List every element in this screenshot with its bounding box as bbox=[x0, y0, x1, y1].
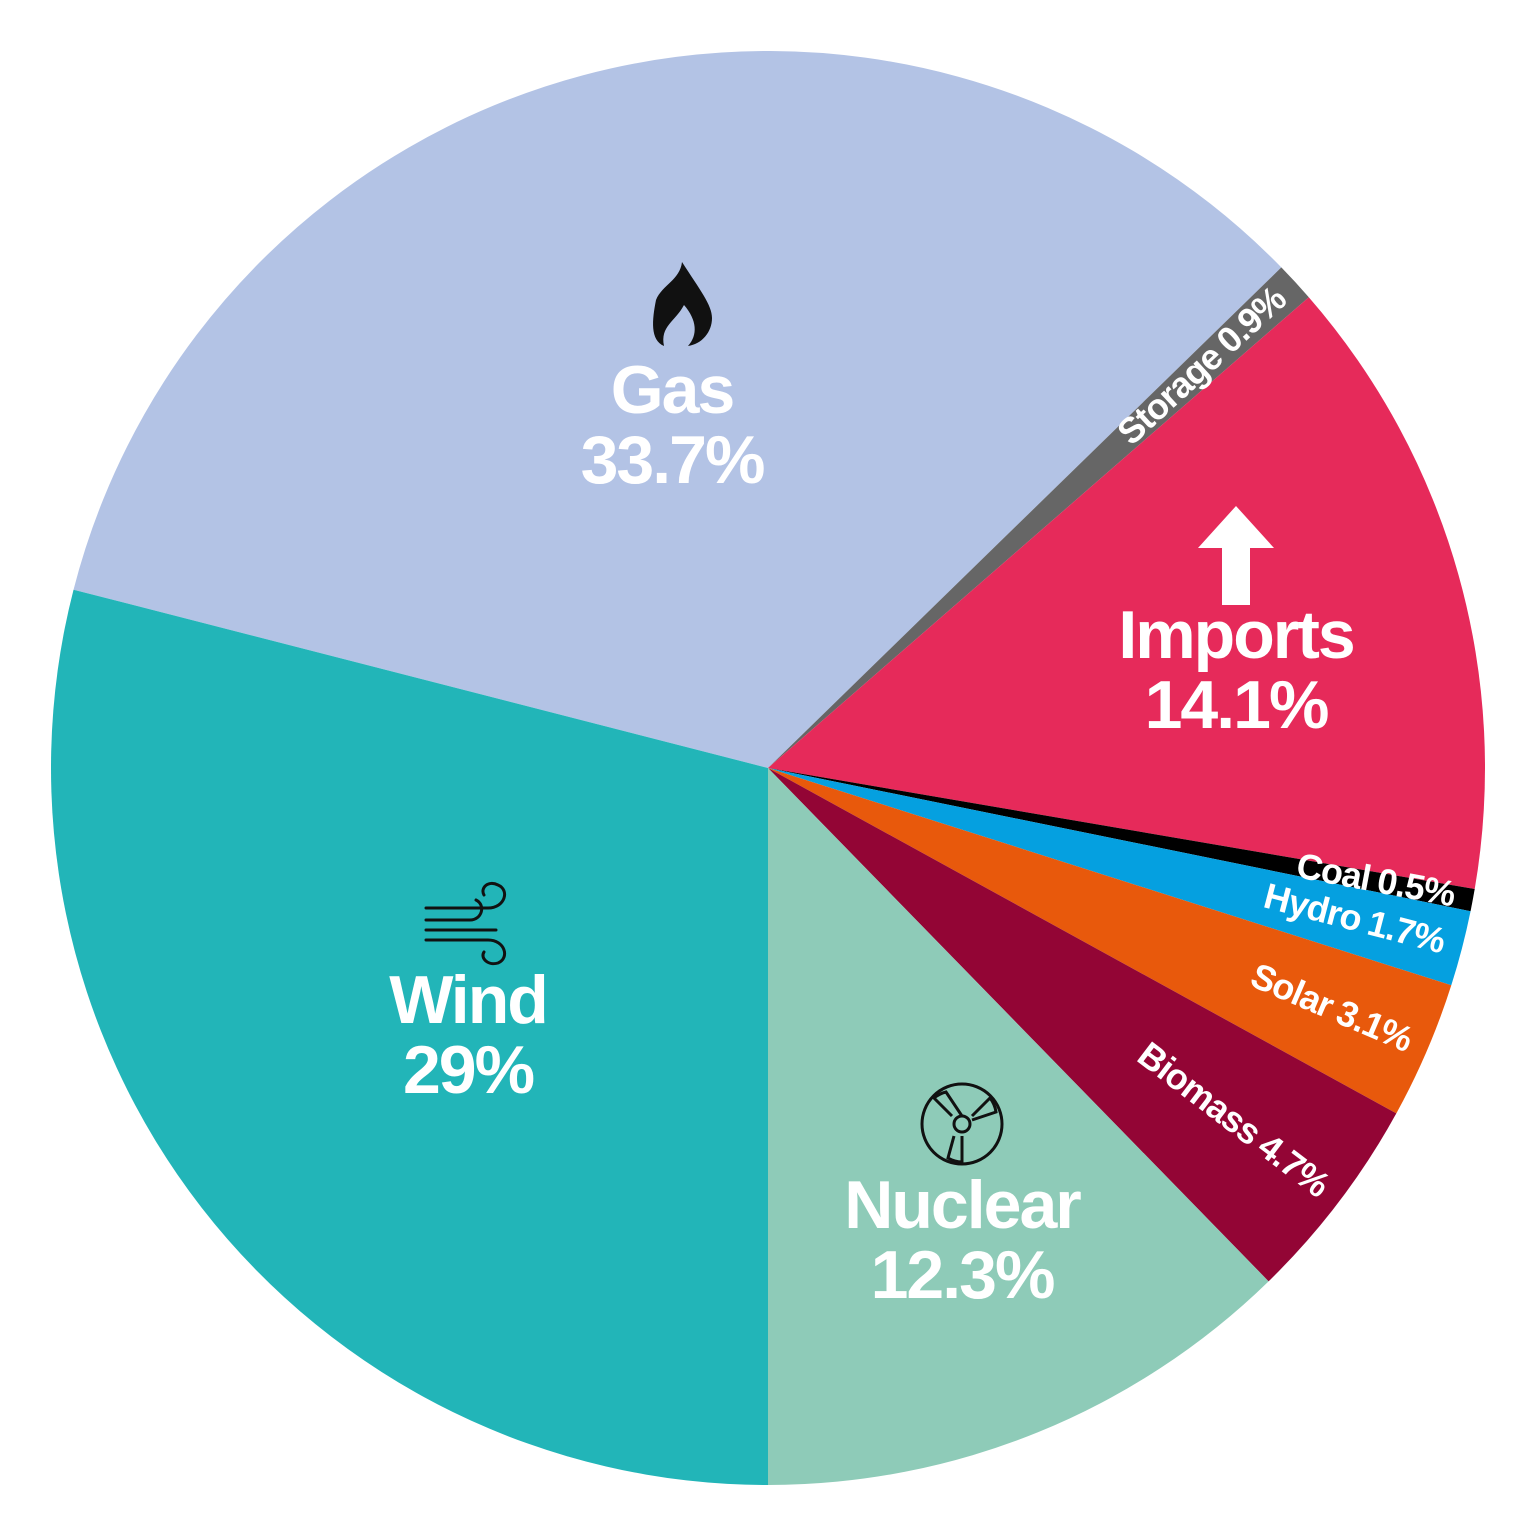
slice-value: 33.7% bbox=[581, 422, 764, 498]
pie-slice bbox=[768, 297, 1485, 890]
pie-slice bbox=[768, 768, 1269, 1485]
slice-label: Nuclear bbox=[844, 1167, 1081, 1243]
slice-label: Imports bbox=[1118, 597, 1354, 673]
pie-slice bbox=[50, 589, 769, 1485]
pie-slice bbox=[768, 768, 1452, 1114]
pie-slice bbox=[768, 768, 1397, 1282]
wind-icon bbox=[424, 881, 507, 966]
slices bbox=[50, 51, 1485, 1485]
slice-label: Gas bbox=[611, 352, 734, 428]
pie-slice bbox=[73, 51, 1282, 768]
slice-value: 14.1% bbox=[1145, 667, 1328, 743]
slice-value: 29% bbox=[403, 1032, 534, 1108]
pie-slice bbox=[768, 768, 1471, 986]
nuclear-icon bbox=[920, 1082, 1004, 1166]
slice-value: 12.3% bbox=[871, 1237, 1054, 1313]
pie-slice bbox=[768, 267, 1309, 768]
icons bbox=[424, 262, 1274, 1166]
gas-icon bbox=[653, 262, 712, 346]
slice-label: Wind bbox=[389, 962, 547, 1038]
pie-slice bbox=[768, 768, 1475, 912]
imports-icon bbox=[1198, 506, 1274, 605]
